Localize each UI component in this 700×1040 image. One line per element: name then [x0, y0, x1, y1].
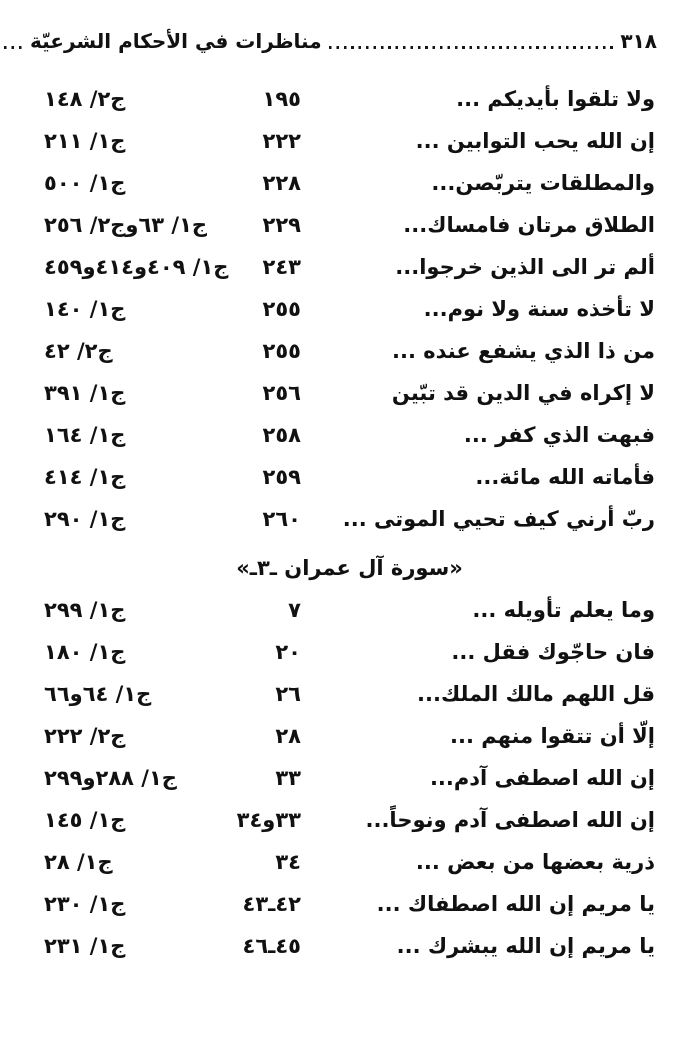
volume-page-ref: ج١/ ٢٩٩ [44, 598, 126, 622]
ayah-number: ٢٥٨ [262, 423, 301, 447]
index-row: الطلاق مرتان فامساك... ٢٢٩ ج١/ ٦٣وج٢/ ٢٥٦ [44, 204, 655, 246]
ayah-number: ٢٢٩ [262, 213, 301, 237]
volume-page-ref: ج١/ ٢٨٨و٢٩٩ [44, 766, 177, 790]
dot-leader [328, 46, 614, 49]
index-row: قل اللهم مالك الملك... ٢٦ ج١/ ٦٤و٦٦ [44, 673, 655, 715]
verse-text: إن الله يحب التوابين ... [415, 129, 655, 153]
index-row: ألم تر الى الذين خرجوا... ٢٤٣ ج١/ ٤٠٩و٤١٤و… [44, 246, 655, 288]
ayah-number: ٤٥ـ٤٦ [242, 934, 301, 958]
ayah-number: ٢٦٠ [262, 507, 301, 531]
verse-text: لا تأخذه سنة ولا نوم... [423, 297, 655, 321]
verse-text: إن الله اصطفى آدم ونوحاً... [365, 808, 656, 832]
volume-page-ref: ج١/ ٢٣١ [44, 934, 126, 958]
running-head: مناظرات في الأحكام الشرعيّة ٣١٨ [4, 24, 657, 58]
index-row: يا مريم إن الله اصطفاك ... ٤٢ـ٤٣ ج١/ ٢٣٠ [44, 883, 655, 925]
index-row: لا إكراه في الدين قد تبّين ٢٥٦ ج١/ ٣٩١ [44, 372, 655, 414]
index-row: إن الله اصطفى آدم... ٣٣ ج١/ ٢٨٨و٢٩٩ [44, 757, 655, 799]
ayah-number: ٢٤٣ [262, 255, 301, 279]
volume-page-ref: ج١/ ٣٩١ [44, 381, 126, 405]
volume-page-ref: ج١/ ٦٤و٦٦ [44, 682, 152, 706]
index-row: ذرية بعضها من بعض ... ٣٤ ج١/ ٢٨ [44, 841, 655, 883]
verse-text: ربّ أرني كيف تحيي الموتى ... [342, 507, 655, 531]
verse-text: فان حاجّوك فقل ... [451, 640, 655, 664]
ayah-number: ٢٠ [275, 640, 301, 664]
index-row: فأماته الله مائة... ٢٥٩ ج١/ ٤١٤ [44, 456, 655, 498]
index-row: ربّ أرني كيف تحيي الموتى ... ٢٦٠ ج١/ ٢٩٠ [44, 498, 655, 540]
ayah-number: ٣٣و٣٤ [236, 808, 301, 832]
ayah-number: ٢٥٩ [262, 465, 301, 489]
volume-page-ref: ج١/ ١٦٤ [44, 423, 126, 447]
volume-page-ref: ج١/ ١٤٥ [44, 808, 126, 832]
book-page: مناظرات في الأحكام الشرعيّة ٣١٨ ولا تلقو… [0, 24, 700, 1040]
ayah-number: ٢٨ [275, 724, 301, 748]
verse-text: الطلاق مرتان فامساك... [403, 213, 655, 237]
verse-text: قل اللهم مالك الملك... [417, 682, 655, 706]
ayah-number: ٢٢٨ [262, 171, 301, 195]
verse-text: فأماته الله مائة... [475, 465, 655, 489]
volume-page-ref: ج١/ ٤٠٩و٤١٤و٤٥٩ [44, 255, 229, 279]
book-title: مناظرات في الأحكام الشرعيّة [30, 29, 322, 53]
index-row: والمطلقات يتربّصن... ٢٢٨ ج١/ ٥٠٠ [44, 162, 655, 204]
verse-text: ولا تلقوا بأيديكم ... [456, 87, 655, 111]
ayah-number: ٢٥٥ [262, 297, 301, 321]
volume-page-ref: ج٢/ ١٤٨ [44, 87, 126, 111]
verse-text: والمطلقات يتربّصن... [431, 171, 655, 195]
volume-page-ref: ج١/ ٢٩٠ [44, 507, 126, 531]
index-row: فبهت الذي كفر ... ٢٥٨ ج١/ ١٦٤ [44, 414, 655, 456]
index-row: إن الله اصطفى آدم ونوحاً... ٣٣و٣٤ ج١/ ١٤٥ [44, 799, 655, 841]
ayah-number: ٣٤ [275, 850, 301, 874]
verse-text: يا مريم إن الله يبشرك ... [396, 934, 655, 958]
index-row: إلّا أن تتقوا منهم ... ٢٨ ج٢/ ٢٢٢ [44, 715, 655, 757]
volume-page-ref: ج١/ ٢٣٠ [44, 892, 126, 916]
ayah-number: ٢٦ [275, 682, 301, 706]
page-number: ٣١٨ [620, 29, 657, 53]
volume-page-ref: ج١/ ٦٣وج٢/ ٢٥٦ [44, 213, 208, 237]
volume-page-ref: ج١/ ١٨٠ [44, 640, 126, 664]
ayah-number: ٢٢٢ [262, 129, 301, 153]
index-row: لا تأخذه سنة ولا نوم... ٢٥٥ ج١/ ١٤٠ [44, 288, 655, 330]
index-row: إن الله يحب التوابين ... ٢٢٢ ج١/ ٢١١ [44, 120, 655, 162]
volume-page-ref: ج١/ ٤١٤ [44, 465, 126, 489]
index-row: ولا تلقوا بأيديكم ... ١٩٥ ج٢/ ١٤٨ [44, 78, 655, 120]
verse-text: ألم تر الى الذين خرجوا... [395, 255, 655, 279]
volume-page-ref: ج١/ ٢٨ [44, 850, 113, 874]
volume-page-ref: ج٢/ ٤٢ [44, 339, 113, 363]
dot-leader-left [4, 46, 24, 49]
verse-index: ولا تلقوا بأيديكم ... ١٩٥ ج٢/ ١٤٨ إن الله ي… [44, 78, 655, 967]
ayah-number: ٤٢ـ٤٣ [242, 892, 301, 916]
verse-text: يا مريم إن الله اصطفاك ... [376, 892, 655, 916]
volume-page-ref: ج٢/ ٢٢٢ [44, 724, 126, 748]
index-row: يا مريم إن الله يبشرك ... ٤٥ـ٤٦ ج١/ ٢٣١ [44, 925, 655, 967]
ayah-number: ٢٥٦ [262, 381, 301, 405]
surah-section-header: «سورة آل عمران ـ٣ـ» [236, 556, 463, 580]
verse-text: فبهت الذي كفر ... [463, 423, 655, 447]
volume-page-ref: ج١/ ١٤٠ [44, 297, 126, 321]
ayah-number: ١٩٥ [262, 87, 301, 111]
verse-text: وما يعلم تأويله ... [472, 598, 655, 622]
verse-text: إن الله اصطفى آدم... [429, 766, 655, 790]
ayah-number: ٧ [288, 598, 301, 622]
verse-text: ذرية بعضها من بعض ... [415, 850, 655, 874]
index-row: من ذا الذي يشفع عنده ... ٢٥٥ ج٢/ ٤٢ [44, 330, 655, 372]
verse-text: لا إكراه في الدين قد تبّين [391, 381, 655, 405]
ayah-number: ٢٥٥ [262, 339, 301, 363]
verse-text: إلّا أن تتقوا منهم ... [450, 724, 655, 748]
index-row: وما يعلم تأويله ... ٧ ج١/ ٢٩٩ [44, 589, 655, 631]
index-row: فان حاجّوك فقل ... ٢٠ ج١/ ١٨٠ [44, 631, 655, 673]
volume-page-ref: ج١/ ٢١١ [44, 129, 126, 153]
ayah-number: ٣٣ [275, 766, 301, 790]
volume-page-ref: ج١/ ٥٠٠ [44, 171, 126, 195]
verse-text: من ذا الذي يشفع عنده ... [392, 339, 655, 363]
